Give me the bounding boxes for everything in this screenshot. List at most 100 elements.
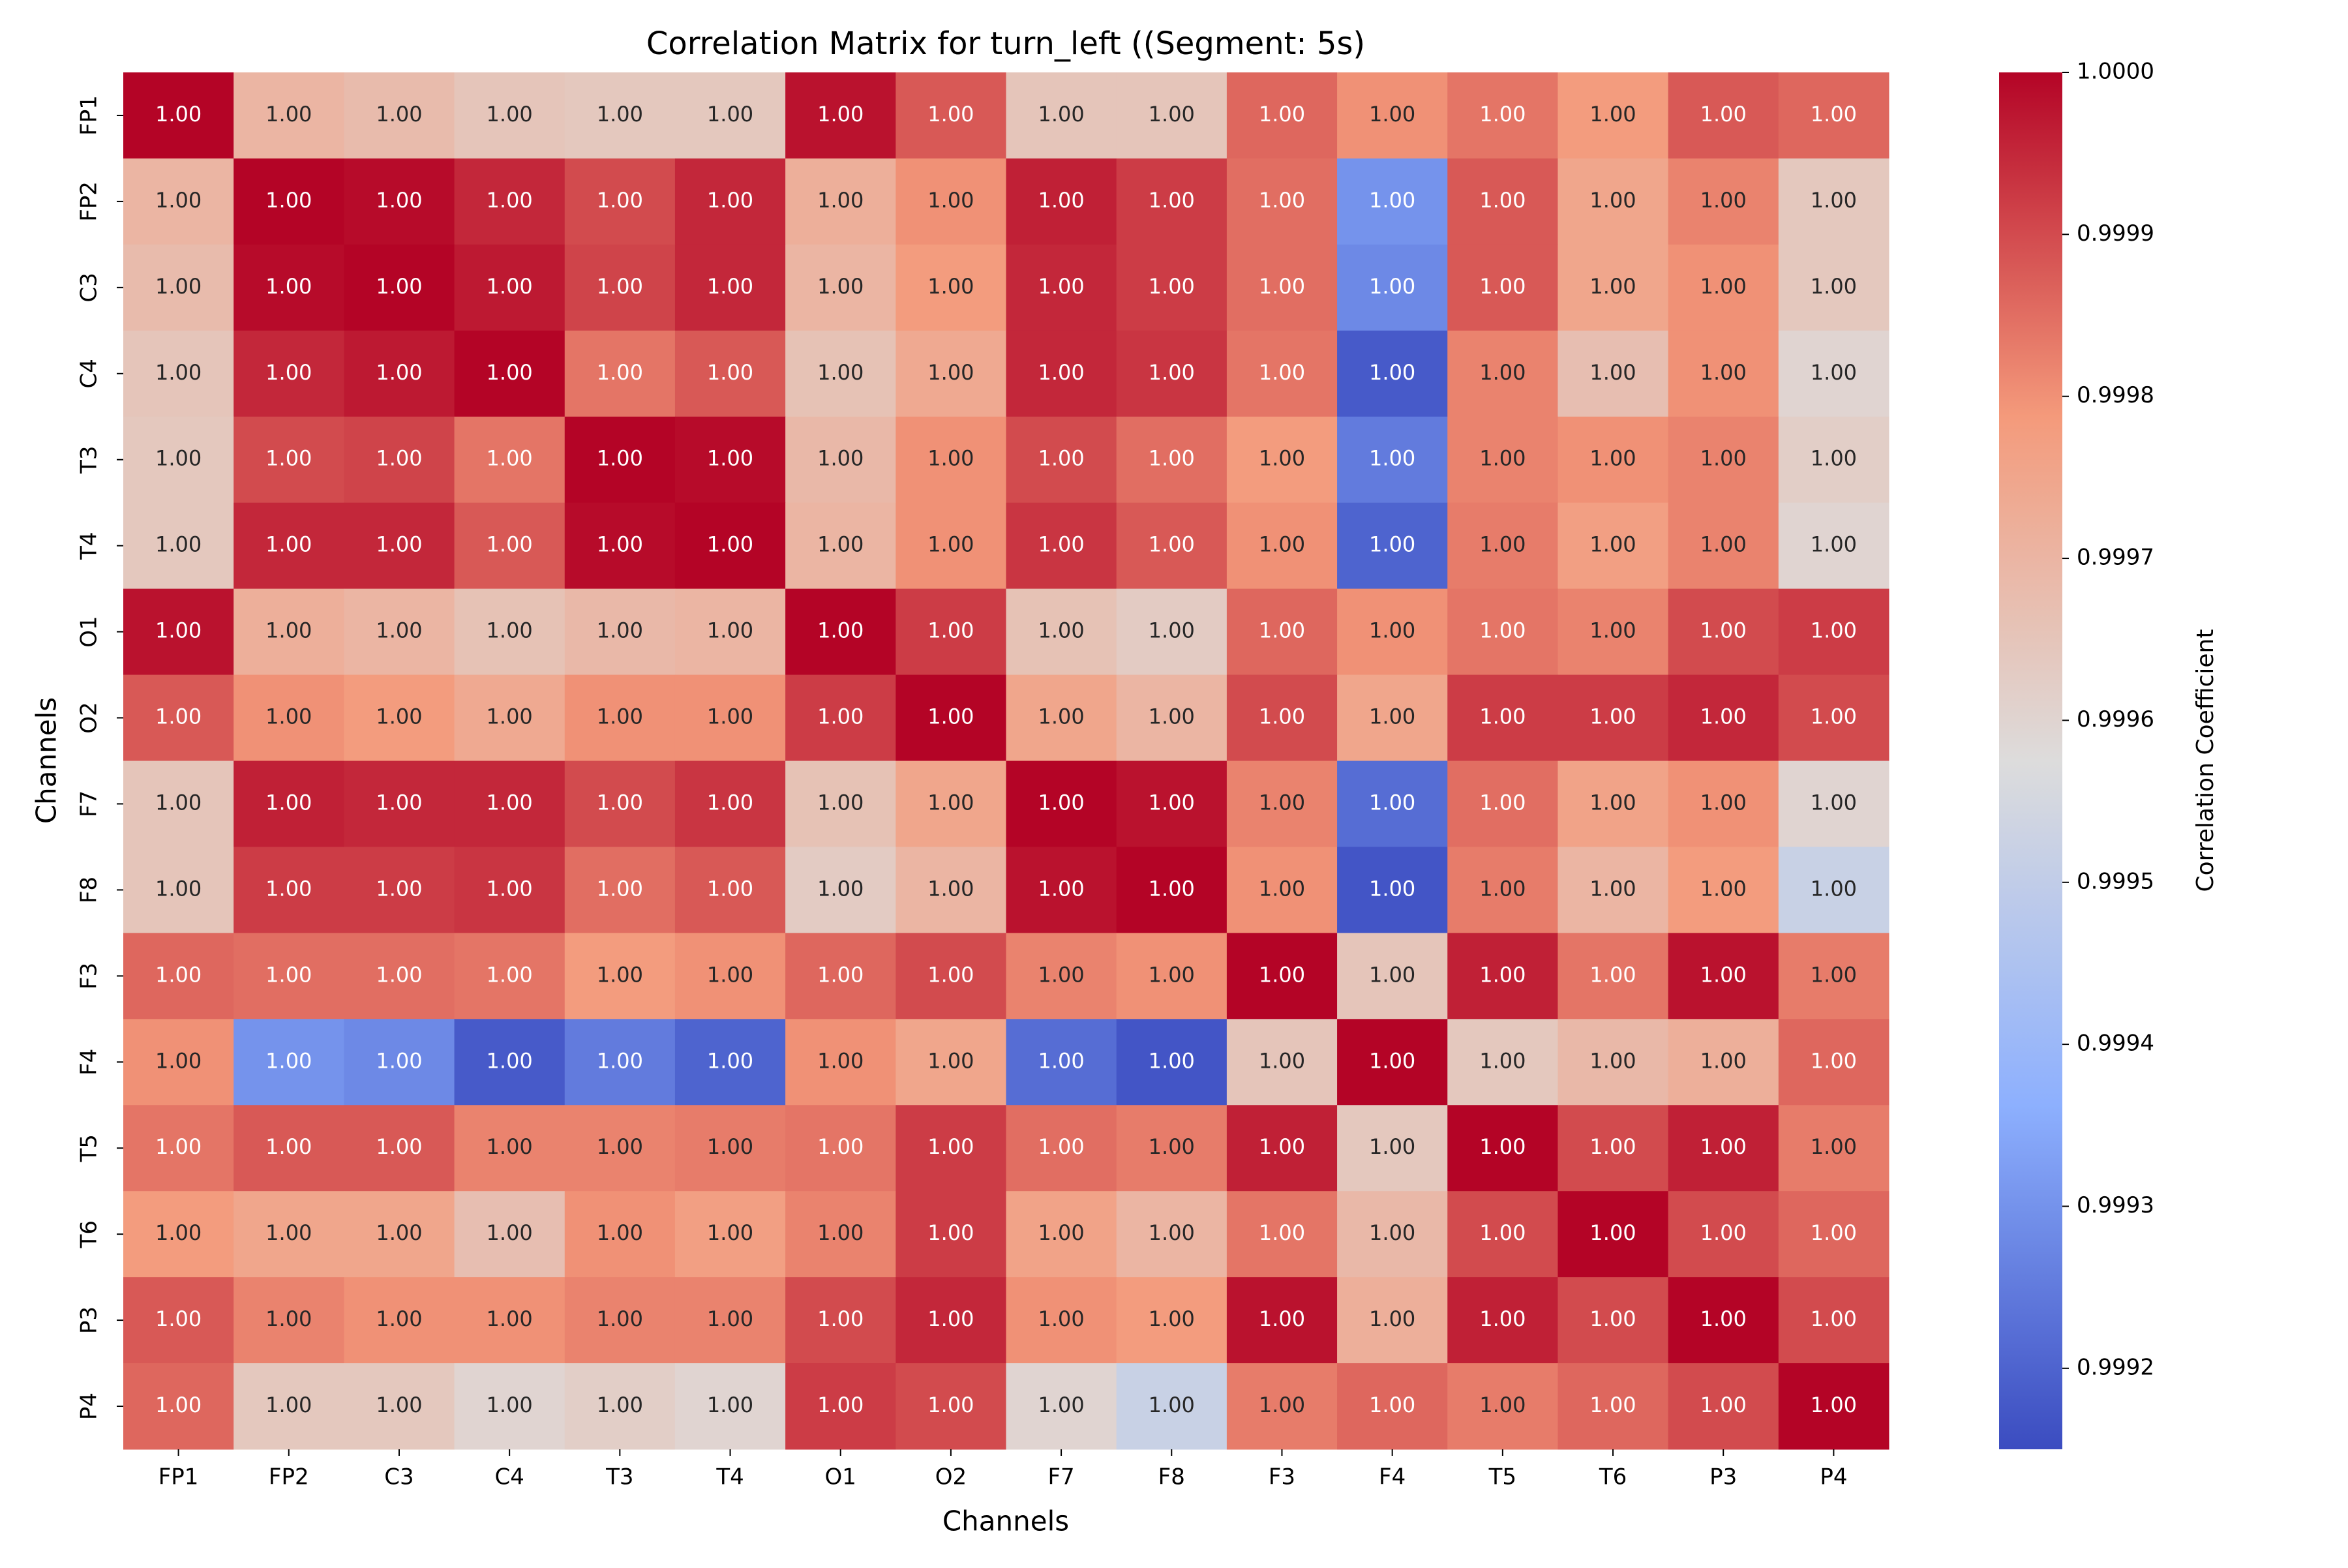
cell-label: 1.00 bbox=[1589, 1220, 1636, 1245]
heatmap-cell bbox=[1668, 847, 1779, 933]
heatmap-cell bbox=[1116, 72, 1227, 159]
cell-label: 1.00 bbox=[265, 1306, 312, 1331]
cell-label: 1.00 bbox=[1479, 876, 1526, 901]
cell-label: 1.00 bbox=[1038, 360, 1084, 385]
cell-label: 1.00 bbox=[597, 446, 643, 471]
y-tick-label: T4 bbox=[76, 532, 102, 560]
x-tick-label: F7 bbox=[1047, 1464, 1074, 1490]
heatmap-cell bbox=[1226, 330, 1338, 417]
cell-label: 1.00 bbox=[155, 446, 202, 471]
cell-label: 1.00 bbox=[376, 876, 422, 901]
cell-label: 1.00 bbox=[707, 704, 753, 729]
heatmap-cell bbox=[896, 588, 1006, 676]
heatmap-cell bbox=[1447, 158, 1558, 245]
cell-label: 1.00 bbox=[1479, 790, 1526, 815]
cell-label: 1.00 bbox=[1700, 1048, 1747, 1073]
heatmap-cell bbox=[1006, 1105, 1117, 1192]
heatmap-cell bbox=[1006, 1277, 1117, 1364]
heatmap-cell bbox=[1778, 674, 1889, 761]
heatmap-cell bbox=[1668, 502, 1779, 590]
cell-label: 1.00 bbox=[1589, 274, 1636, 299]
cell-label: 1.00 bbox=[1700, 1220, 1747, 1245]
heatmap-cell bbox=[1668, 158, 1779, 245]
cell-label: 1.00 bbox=[1259, 188, 1305, 213]
heatmap-cell bbox=[1447, 330, 1558, 417]
cell-label: 1.00 bbox=[487, 1134, 533, 1159]
cell-label: 1.00 bbox=[1259, 1393, 1305, 1417]
heatmap-cell bbox=[1337, 588, 1448, 676]
cell-label: 1.00 bbox=[707, 1306, 753, 1331]
heatmap-cell bbox=[454, 416, 565, 504]
heatmap-cell bbox=[454, 761, 565, 847]
heatmap-cell bbox=[1558, 761, 1669, 847]
colorbar-tick-label: 0.9998 bbox=[2077, 382, 2154, 408]
cell-label: 1.00 bbox=[1589, 1393, 1636, 1417]
cell-label: 1.00 bbox=[1700, 102, 1747, 127]
cell-label: 1.00 bbox=[1149, 704, 1195, 729]
cell-label: 1.00 bbox=[1149, 618, 1195, 643]
heatmap-cell bbox=[233, 588, 344, 676]
heatmap-cell bbox=[674, 330, 786, 417]
heatmap-cell bbox=[123, 244, 234, 331]
cell-label: 1.00 bbox=[597, 274, 643, 299]
cell-label: 1.00 bbox=[1259, 274, 1305, 299]
x-axis-label: Channels bbox=[942, 1505, 1069, 1537]
cell-label: 1.00 bbox=[376, 1134, 422, 1159]
heatmap-cell bbox=[233, 244, 344, 331]
cell-label: 1.00 bbox=[1700, 274, 1747, 299]
cell-label: 1.00 bbox=[1038, 1306, 1084, 1331]
cell-label: 1.00 bbox=[1589, 1306, 1636, 1331]
heatmap-cell bbox=[233, 847, 344, 933]
heatmap-cell bbox=[1006, 588, 1117, 676]
x-tick-label: F8 bbox=[1158, 1464, 1185, 1490]
colorbar bbox=[1999, 72, 2062, 1449]
cell-label: 1.00 bbox=[265, 446, 312, 471]
cell-label: 1.00 bbox=[1259, 962, 1305, 987]
cell-label: 1.00 bbox=[927, 274, 974, 299]
x-tick-label: F3 bbox=[1269, 1464, 1295, 1490]
cell-label: 1.00 bbox=[707, 618, 753, 643]
heatmap-cell bbox=[674, 1277, 786, 1364]
cell-label: 1.00 bbox=[817, 1048, 864, 1073]
cell-label: 1.00 bbox=[1479, 1306, 1526, 1331]
heatmap-cell bbox=[344, 847, 455, 933]
heatmap-cell bbox=[1337, 1363, 1448, 1450]
y-axis-label: Channels bbox=[31, 697, 63, 824]
heatmap-cell bbox=[123, 416, 234, 504]
cell-label: 1.00 bbox=[597, 876, 643, 901]
heatmap-cell bbox=[233, 1363, 344, 1450]
heatmap-cell bbox=[1006, 158, 1117, 245]
heatmap-cell bbox=[1668, 1105, 1779, 1192]
colorbar-tick-label: 0.9996 bbox=[2077, 706, 2154, 732]
heatmap-cell bbox=[785, 674, 896, 761]
heatmap-cell bbox=[564, 1277, 676, 1364]
heatmap-cell bbox=[896, 1277, 1006, 1364]
heatmap-cell bbox=[785, 244, 896, 331]
heatmap-cell bbox=[564, 588, 676, 676]
heatmap-cell bbox=[1447, 1019, 1558, 1106]
cell-label: 1.00 bbox=[1149, 1134, 1195, 1159]
heatmap-cell bbox=[344, 158, 455, 245]
cell-label: 1.00 bbox=[1369, 876, 1415, 901]
cell-label: 1.00 bbox=[927, 962, 974, 987]
y-tick-label: C4 bbox=[76, 359, 102, 388]
cell-label: 1.00 bbox=[1811, 274, 1857, 299]
cell-label: 1.00 bbox=[1479, 1393, 1526, 1417]
cell-label: 1.00 bbox=[1811, 618, 1857, 643]
cell-label: 1.00 bbox=[1369, 618, 1415, 643]
heatmap-cell bbox=[896, 933, 1006, 1019]
cell-label: 1.00 bbox=[1700, 188, 1747, 213]
heatmap-cell bbox=[1116, 158, 1227, 245]
heatmap-cell bbox=[1226, 1191, 1338, 1278]
heatmap-cell bbox=[454, 933, 565, 1019]
heatmap-cell bbox=[564, 674, 676, 761]
heatmap-cell bbox=[674, 244, 786, 331]
heatmap-cell bbox=[123, 1191, 234, 1278]
cell-label: 1.00 bbox=[597, 962, 643, 987]
heatmap-cell bbox=[785, 1105, 896, 1192]
heatmap-cell bbox=[785, 502, 896, 590]
heatmap-cell bbox=[674, 588, 786, 676]
cell-label: 1.00 bbox=[707, 1134, 753, 1159]
cell-label: 1.00 bbox=[1149, 274, 1195, 299]
heatmap-cell bbox=[785, 588, 896, 676]
